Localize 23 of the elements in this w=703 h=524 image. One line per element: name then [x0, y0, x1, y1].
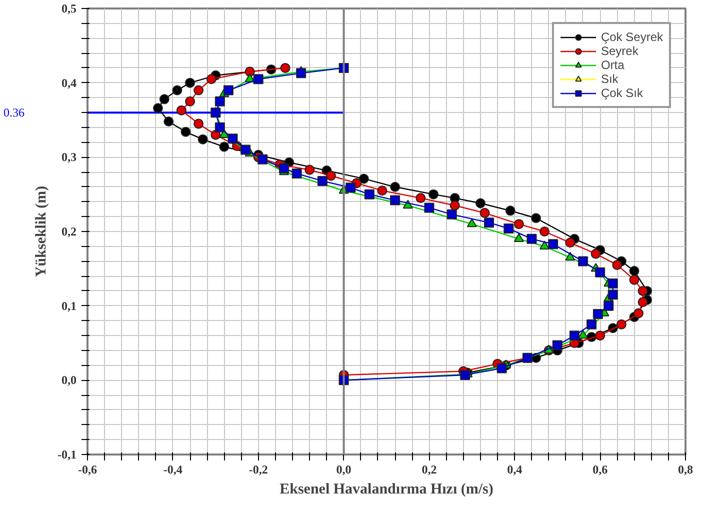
- y-tick-label: -0,1: [58, 448, 77, 462]
- x-tick-label: -0,4: [163, 462, 182, 476]
- legend-label: Orta: [600, 58, 624, 72]
- y-tick-label: 0,3: [62, 150, 76, 164]
- legend-label: Seyrek: [600, 44, 638, 58]
- x-tick-label: 0,4: [507, 462, 522, 476]
- x-tick-label: 0,8: [678, 462, 693, 476]
- y-tick-label: 0,1: [62, 298, 76, 313]
- legend-label: Çok Seyrek: [600, 30, 663, 44]
- x-tick-label: 0,2: [422, 462, 437, 476]
- x-tick-label: 0,0: [336, 462, 352, 476]
- legend-label: Çok Sık: [600, 86, 643, 100]
- y-axis-title: Yükseklik (m): [34, 186, 50, 278]
- x-axis-title: Eksenel Havalandırma Hızı (m/s): [280, 482, 494, 498]
- y-tick-label: 0,0: [62, 373, 76, 388]
- x-tick-label: 0,6: [592, 462, 608, 476]
- y-tick-label: 0,4: [62, 76, 76, 90]
- x-tick-label: -0,6: [78, 462, 97, 476]
- ref-line-label: 0.36: [4, 106, 24, 120]
- x-tick-label: -0,2: [248, 462, 268, 476]
- legend-label: Sık: [600, 72, 620, 86]
- y-tick-label: 0,2: [62, 224, 76, 238]
- y-tick-label: 0,5: [62, 2, 76, 16]
